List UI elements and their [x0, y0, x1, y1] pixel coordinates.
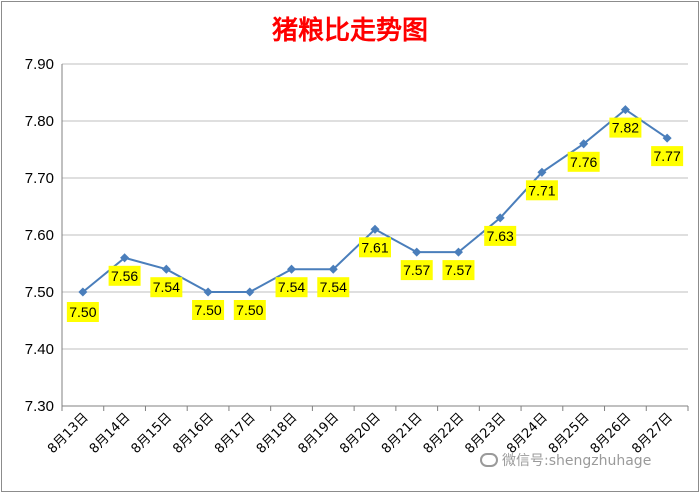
y-tick-label: 7.40	[25, 341, 54, 358]
data-label: 7.76	[570, 154, 597, 170]
data-label-bg	[108, 265, 141, 286]
data-label-bg	[567, 151, 600, 172]
data-label: 7.56	[111, 268, 138, 284]
y-tick-label: 7.30	[25, 398, 54, 415]
data-label-bg	[609, 117, 642, 138]
data-label-bg	[525, 180, 558, 201]
data-label: 7.77	[654, 148, 681, 164]
x-tick-label: 8月20日	[337, 410, 384, 457]
data-label: 7.50	[194, 302, 221, 318]
data-label: 7.71	[528, 182, 555, 198]
data-point	[120, 253, 130, 263]
data-label-bg	[233, 300, 266, 320]
x-tick-label: 8月18日	[254, 410, 301, 457]
y-tick-label: 7.50	[25, 284, 54, 301]
data-point	[78, 287, 88, 297]
y-tick-label: 7.80	[25, 113, 54, 130]
data-label: 7.54	[153, 279, 180, 295]
data-label: 7.61	[361, 239, 388, 255]
chart-title: 猪粮比走势图	[271, 16, 428, 46]
data-label-bg	[484, 225, 517, 246]
x-tick-label: 8月22日	[421, 410, 468, 457]
data-label-bg	[192, 300, 225, 320]
data-label-bg	[442, 260, 475, 281]
data-label: 7.63	[487, 228, 514, 244]
data-point	[412, 247, 422, 257]
data-label-bg	[359, 237, 391, 258]
data-label: 7.57	[445, 262, 472, 278]
data-label: 7.54	[320, 279, 347, 295]
data-point	[161, 264, 171, 274]
data-label-bg	[400, 260, 433, 281]
x-tick-label: 8月13日	[45, 410, 92, 457]
data-point	[203, 287, 213, 297]
x-tick-label: 8月14日	[87, 410, 134, 457]
y-tick-label: 7.60	[25, 227, 54, 244]
y-tick-label: 7.90	[25, 56, 54, 73]
data-label: 7.50	[236, 302, 263, 318]
data-point	[287, 264, 297, 274]
watermark-text: 微信号:shengzhuhage	[502, 453, 652, 469]
data-label-bg	[150, 277, 183, 298]
data-label: 7.82	[612, 120, 639, 136]
data-label-bg	[275, 277, 308, 298]
x-tick-label: 8月21日	[379, 410, 426, 457]
x-tick-label: 8月19日	[296, 410, 343, 457]
y-tick-label: 7.70	[25, 170, 54, 187]
data-label: 7.57	[403, 262, 430, 278]
data-label: 7.50	[69, 304, 96, 320]
data-label-bg	[651, 146, 684, 167]
x-tick-label: 8月15日	[129, 410, 176, 457]
x-tick-label: 8月16日	[170, 410, 217, 457]
wechat-icon	[480, 453, 498, 467]
data-label: 7.54	[278, 279, 305, 295]
series-line	[82, 108, 668, 293]
data-label-bg	[317, 277, 350, 298]
data-label-bg	[66, 302, 99, 322]
watermark: 微信号:shengzhuhage	[480, 450, 651, 470]
data-point	[245, 287, 255, 297]
x-tick-label: 8月17日	[212, 410, 259, 457]
